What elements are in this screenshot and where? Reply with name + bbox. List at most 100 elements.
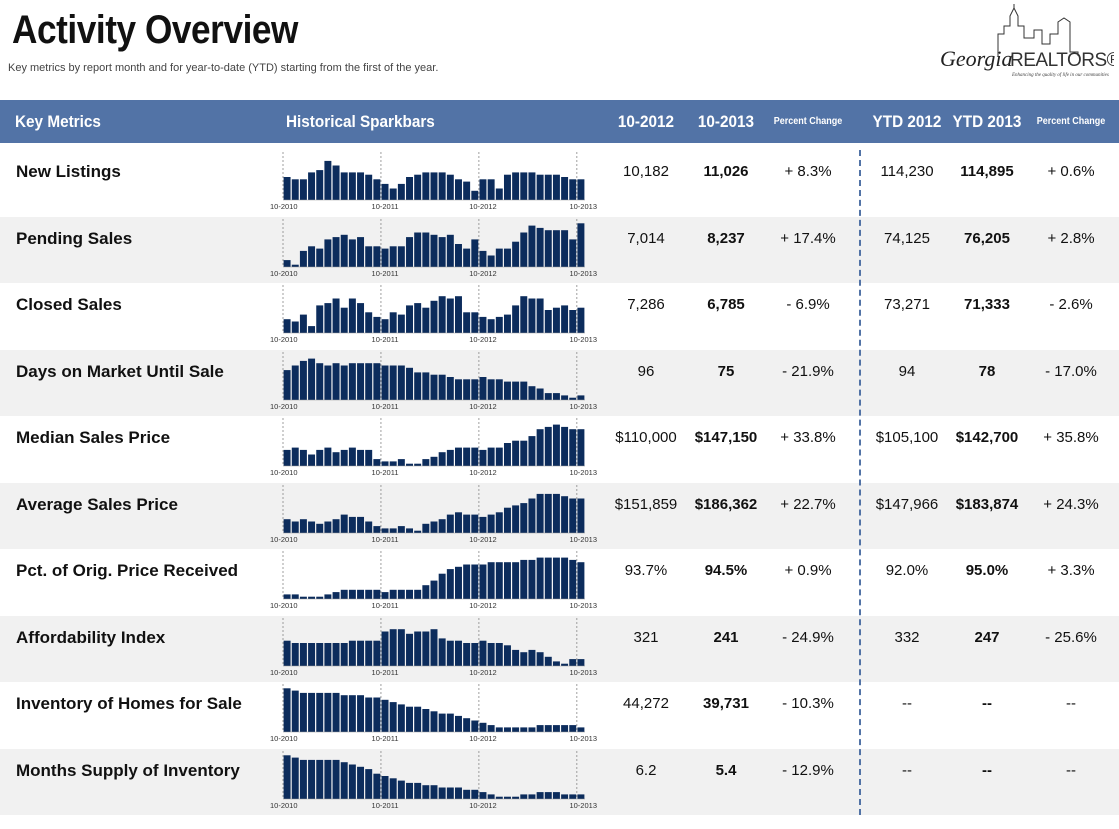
sparkbar: [512, 562, 520, 599]
sparkbar: [536, 557, 544, 599]
sparkbar: [528, 385, 536, 400]
sparkbar: [406, 589, 413, 599]
sparkbar: [332, 692, 340, 732]
sparkbar: [552, 660, 560, 666]
sparkbar: [324, 160, 332, 200]
sparkbar: [455, 787, 462, 799]
sparkbar: [291, 690, 299, 732]
cell: --: [982, 761, 992, 779]
sparkbars: 10-2010 10-2011 10-2012 10-2013: [270, 285, 597, 344]
sparkbar: [414, 371, 422, 400]
sparkbar: [503, 796, 511, 799]
sparkbar: [365, 589, 373, 599]
sparkbar: [552, 392, 560, 400]
sparkbar: [414, 174, 422, 200]
sparkbar: [577, 394, 585, 400]
sparkbar: [373, 525, 381, 533]
sparkbar: [324, 759, 332, 799]
sparkbar: [365, 521, 373, 533]
sparkbar: [561, 663, 569, 666]
sparkbar: [503, 381, 511, 400]
sparkbar: [332, 592, 340, 599]
sparkbar: [430, 580, 438, 599]
sparkbar: [528, 225, 536, 267]
cell: 71,333: [964, 296, 1010, 314]
sparkbar: [536, 429, 544, 466]
sparkbar: [389, 245, 397, 267]
sparkbar: [332, 759, 340, 799]
cell: $183,874: [955, 495, 1019, 513]
sparkbar: [332, 642, 340, 666]
sparkbar-label: 10-2012: [469, 269, 497, 278]
metric-label: New Listings: [16, 162, 121, 182]
sparkbar: [308, 642, 316, 666]
sparkbar: [438, 374, 446, 400]
cell: - 17.0%: [1045, 362, 1097, 380]
sparkbar: [389, 527, 397, 533]
sparkbar: [414, 530, 422, 533]
cell: --: [1066, 761, 1076, 779]
sparkbar: [332, 165, 340, 200]
sparkbar: [438, 518, 446, 533]
cell: + 3.3%: [1047, 562, 1095, 580]
sparkbar: [389, 777, 397, 799]
sparkbar: [438, 713, 446, 732]
sparkbar: [455, 243, 462, 267]
sparkbar: [406, 463, 413, 466]
sparkbar: [316, 248, 324, 267]
sparkbar: [471, 238, 479, 267]
sparkbar: [569, 559, 577, 599]
sparkbar-label: 10-2011: [372, 202, 399, 211]
sparkbar: [397, 365, 405, 400]
sparkbar: [373, 773, 381, 799]
table-row: Closed Sales 7,286 6,785 - 6.9% 73,271 71,333…: [0, 283, 1119, 350]
cell: - 21.9%: [782, 362, 834, 380]
sparkbar: [283, 449, 291, 466]
sparkbar-label: 10-2010: [270, 335, 298, 344]
sparkbar-label: 10-2010: [270, 402, 298, 411]
sparkbar: [357, 449, 365, 466]
sparkbar: [520, 559, 528, 599]
sparkbar: [406, 367, 413, 400]
sparkbars: 10-2010 10-2011 10-2012 10-2013: [270, 152, 597, 211]
sparkbar: [487, 642, 495, 666]
sparkbar: [373, 589, 381, 599]
sparkbar: [561, 177, 569, 200]
sparkbar: [569, 238, 577, 267]
cell: 75: [717, 362, 735, 380]
sparkbar: [389, 702, 397, 732]
sparkbar-label: 10-2012: [469, 202, 497, 211]
sparkbar: [316, 523, 324, 533]
logo: Georgia REALTORS® Enhancing the quality …: [940, 4, 1114, 78]
sparkbar-label: 10-2010: [270, 601, 298, 610]
sparkbar: [397, 183, 405, 200]
title: Activity Overview: [12, 8, 298, 52]
sparkbar: [397, 459, 405, 466]
sparkbar: [561, 229, 569, 267]
sparkbar: [357, 589, 365, 599]
sparkbar: [316, 642, 324, 666]
sparkbar: [528, 498, 536, 533]
logo-brand: REALTORS®: [1010, 50, 1114, 71]
sparkbar: [389, 628, 397, 666]
sparkbar: [422, 585, 430, 599]
sparkbar: [422, 784, 430, 799]
sparkbar: [577, 222, 585, 267]
sparkbar: [291, 594, 299, 599]
cell: $147,966: [875, 495, 939, 513]
sparkbar: [316, 170, 324, 200]
sparkbar: [381, 461, 389, 466]
sparkbar: [479, 564, 487, 599]
sparkbar: [536, 227, 544, 267]
column-header: Key Metrics: [15, 112, 101, 131]
cell: $105,100: [875, 429, 939, 447]
sparkbar: [308, 759, 316, 799]
sparkbar: [332, 236, 340, 267]
table-row: Pct. of Orig. Price Received 93.7% 94.5% + …: [0, 549, 1119, 616]
sparkbar: [512, 241, 520, 267]
sparkbar: [430, 628, 438, 666]
sparkbar: [422, 172, 430, 200]
metric-label: Pending Sales: [16, 228, 133, 248]
sparkbar: [422, 631, 430, 666]
sparkbar: [487, 793, 495, 799]
